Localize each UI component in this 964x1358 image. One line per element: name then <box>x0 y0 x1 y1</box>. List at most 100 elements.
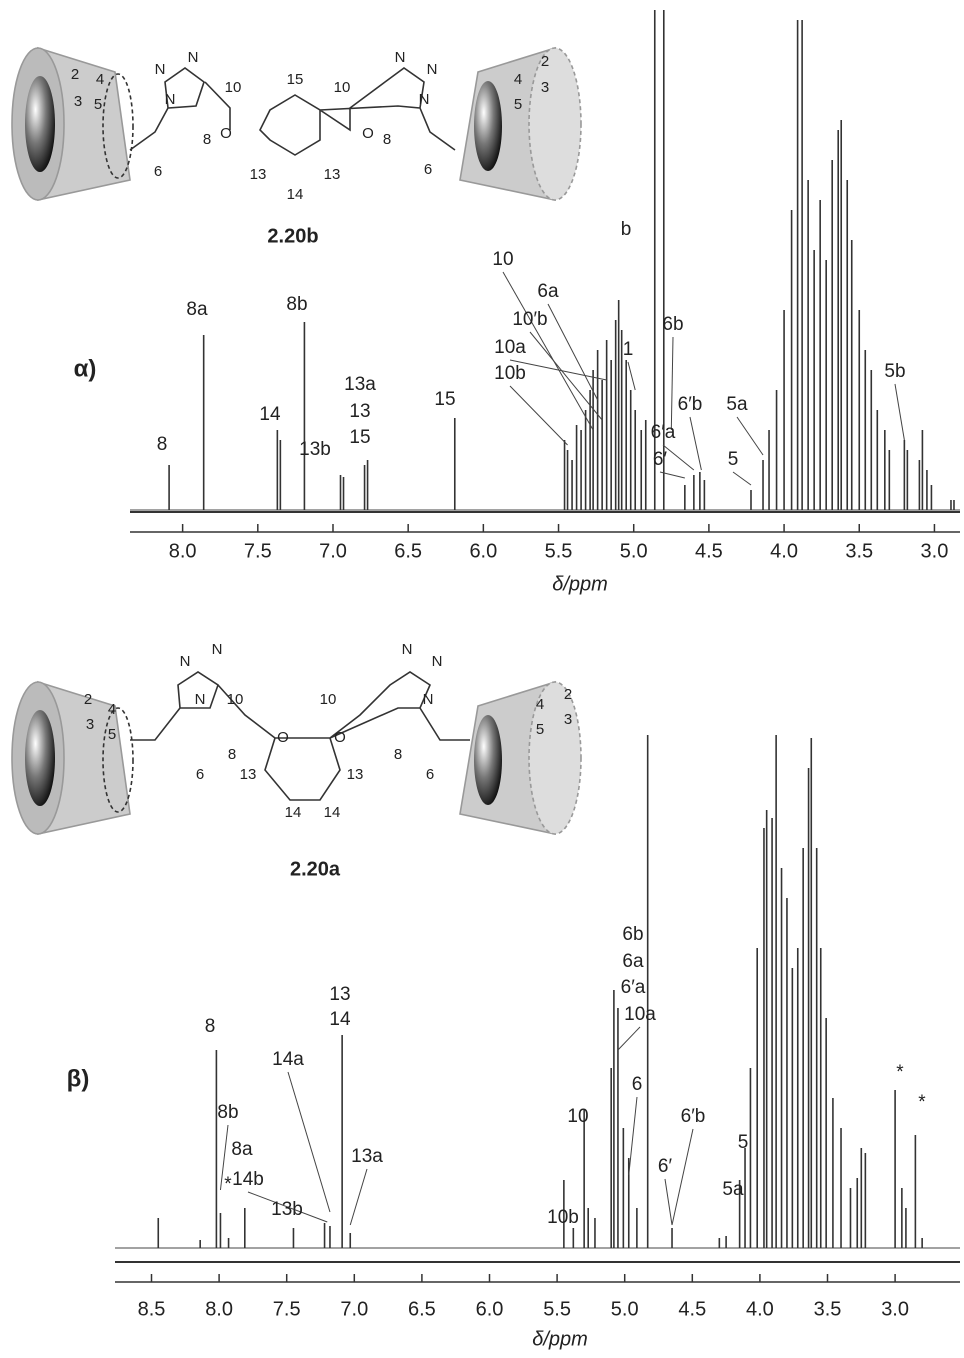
structure-label: N <box>188 49 199 66</box>
structure-label: 15 <box>287 71 304 88</box>
structure-label: 14 <box>324 804 341 821</box>
x-tick-label: 4.0 <box>770 540 798 562</box>
structure-label: 10 <box>225 79 242 96</box>
structure-label: 8 <box>203 131 211 148</box>
compound-name: 2.20a <box>290 858 341 880</box>
peak-label: 10a <box>494 337 526 358</box>
peak-label: 8 <box>205 1016 216 1037</box>
structure-label: 5 <box>536 721 544 738</box>
peak-label: 15 <box>349 427 370 448</box>
peak-label: 14a <box>272 1049 304 1070</box>
structure-label: 3 <box>541 79 549 96</box>
structure-label: 6 <box>424 161 432 178</box>
structure-label: 4 <box>96 71 104 88</box>
peak-label: 6b <box>662 314 683 335</box>
peak-label: 10 <box>567 1106 588 1127</box>
structure-label: 6 <box>154 163 162 180</box>
peak-label: 6a <box>537 281 559 302</box>
peak-label: * <box>224 1174 232 1195</box>
structure-label: 14 <box>285 804 302 821</box>
leader-line <box>671 1128 694 1226</box>
panel-label: β) <box>67 1065 90 1092</box>
structure-label: 4 <box>514 71 522 88</box>
structure-label: O <box>334 729 346 746</box>
peak-label: 6′b <box>681 1106 706 1127</box>
structure-label: O <box>277 729 289 746</box>
leader-line <box>509 385 568 446</box>
structure-label: 2 <box>541 53 549 70</box>
structure-label: N <box>155 61 166 78</box>
compound-name: 2.20b <box>267 225 318 247</box>
peak-label: 13a <box>344 374 376 395</box>
x-tick-label: 4.5 <box>678 1298 706 1320</box>
x-tick-label: 7.0 <box>340 1298 368 1320</box>
x-tick-label: 7.0 <box>319 540 347 562</box>
x-tick-label: 5.0 <box>620 540 648 562</box>
leader-line <box>529 331 603 421</box>
leader-line <box>617 1026 641 1051</box>
structure-label: 13 <box>250 166 267 183</box>
leader-line <box>670 336 674 431</box>
peak-label: 8 <box>157 434 168 455</box>
x-tick-label: 8.0 <box>205 1298 233 1320</box>
structure-label: 4 <box>108 701 116 718</box>
x-tick-label: 4.0 <box>746 1298 774 1320</box>
x-tick-label: 6.0 <box>476 1298 504 1320</box>
structure-label: 10 <box>320 691 337 708</box>
peak-label: 5a <box>722 1179 744 1200</box>
structure-label: 5 <box>514 96 522 113</box>
leader-line <box>247 1191 328 1223</box>
peak-label: 6′ <box>658 1156 673 1177</box>
structure-label: N <box>419 91 430 108</box>
structure-label: 3 <box>74 93 82 110</box>
peak-label: 13b <box>299 439 331 460</box>
leader-line <box>689 416 702 471</box>
x-tick-label: 3.5 <box>845 540 873 562</box>
structure-label: 2 <box>71 66 79 83</box>
leader-line <box>732 471 752 486</box>
x-tick-label: 5.5 <box>543 1298 571 1320</box>
structure-label: 13 <box>347 766 364 783</box>
x-tick-label: 7.5 <box>244 540 272 562</box>
peak-label: 10a <box>624 1004 656 1025</box>
peak-label: 10b <box>547 1207 579 1228</box>
structure-label: 5 <box>108 726 116 743</box>
peak-label: 5 <box>738 1132 749 1153</box>
structure-label: N <box>402 641 413 658</box>
peak-label: 8a <box>186 299 208 320</box>
structure-label: 13 <box>240 766 257 783</box>
x-tick-label: 7.5 <box>273 1298 301 1320</box>
x-tick-label: 6.5 <box>408 1298 436 1320</box>
peak-label: 8a <box>231 1139 253 1160</box>
leader-line <box>659 471 685 479</box>
panel-label: α) <box>74 355 97 382</box>
peak-label: b <box>621 219 632 240</box>
structure-label: N <box>195 691 206 708</box>
peak-label: 8b <box>217 1102 238 1123</box>
structure-label: N <box>180 653 191 670</box>
structure-label: 8 <box>228 746 236 763</box>
peak-label: 14b <box>232 1169 264 1190</box>
leader-line <box>287 1071 331 1213</box>
x-axis-label: δ/ppm <box>532 1328 588 1350</box>
x-tick-label: 6.5 <box>394 540 422 562</box>
structure-label: O <box>220 125 232 142</box>
leader-line <box>219 1124 229 1191</box>
structure-label: 10 <box>227 691 244 708</box>
peak-label: 6′a <box>621 977 646 998</box>
structure-label: N <box>212 641 223 658</box>
leader-line <box>502 271 594 431</box>
structure-label: 8 <box>383 131 391 148</box>
x-tick-label: 3.0 <box>921 540 949 562</box>
x-tick-label: 5.0 <box>611 1298 639 1320</box>
peak-label: 6′ <box>653 449 668 470</box>
peak-label: * <box>896 1062 904 1083</box>
structure-label: 2 <box>84 691 92 708</box>
peak-label: 8b <box>286 294 307 315</box>
leader-line <box>547 303 599 401</box>
peak-label: 10′b <box>512 309 547 330</box>
peak-label: 5a <box>726 394 748 415</box>
peak-label: 6 <box>632 1074 643 1095</box>
structure-label: 5 <box>94 96 102 113</box>
peak-label: 13b <box>271 1199 303 1220</box>
